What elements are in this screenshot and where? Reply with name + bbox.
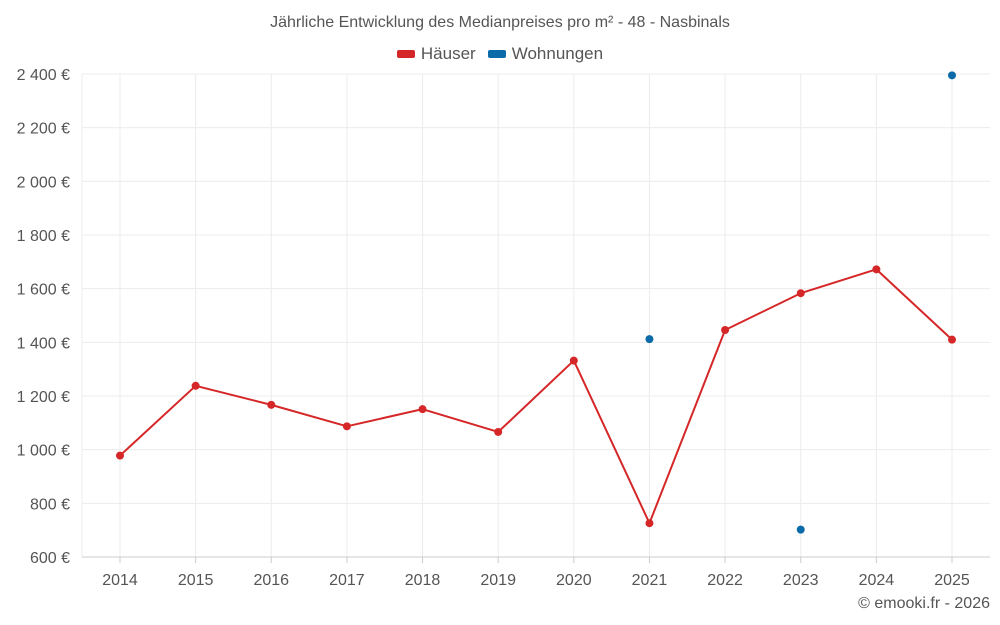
- data-point-haeuser[interactable]: [191, 381, 200, 390]
- legend-label-haeuser: Häuser: [420, 44, 476, 63]
- legend-swatch-haeuser: [396, 50, 415, 58]
- legend-item-wohnungen[interactable]: Wohnungen: [487, 44, 604, 64]
- data-point-haeuser[interactable]: [342, 422, 351, 431]
- y-tick-label: 1 000 €: [17, 443, 70, 460]
- y-tick-label: 2 400 €: [17, 67, 70, 84]
- legend-item-haeuser[interactable]: Häuser: [396, 44, 476, 64]
- legend-swatch-wohnungen: [487, 50, 506, 58]
- data-point-wohnungen[interactable]: [645, 335, 654, 344]
- data-point-haeuser[interactable]: [872, 265, 881, 274]
- x-tick-label: 2014: [102, 572, 138, 589]
- y-tick-label: 1 600 €: [17, 282, 70, 299]
- y-tick-label: 2 200 €: [17, 121, 70, 138]
- data-point-haeuser[interactable]: [267, 400, 276, 409]
- x-tick-label: 2020: [556, 572, 592, 589]
- y-tick-label: 1 200 €: [17, 389, 70, 406]
- y-tick-label: 1 400 €: [17, 335, 70, 352]
- data-point-haeuser[interactable]: [116, 451, 124, 460]
- y-tick-label: 600 €: [30, 550, 70, 567]
- credit-text: © emooki.fr - 2026: [858, 595, 990, 612]
- y-tick-label: 2 000 €: [17, 174, 70, 191]
- x-tick-label: 2017: [329, 572, 365, 589]
- data-point-haeuser[interactable]: [721, 325, 730, 334]
- chart-legend: Häuser Wohnungen: [0, 44, 1000, 64]
- x-tick-label: 2021: [632, 572, 668, 589]
- data-point-haeuser[interactable]: [494, 427, 503, 436]
- series-line-haeuser: [119, 268, 953, 525]
- data-point-wohnungen[interactable]: [948, 71, 956, 80]
- x-tick-label: 2018: [405, 572, 441, 589]
- data-point-haeuser[interactable]: [569, 356, 578, 365]
- x-tick-label: 2023: [783, 572, 819, 589]
- x-tick-label: 2025: [934, 572, 970, 589]
- data-point-haeuser[interactable]: [948, 335, 956, 344]
- x-tick-label: 2022: [707, 572, 743, 589]
- data-point-haeuser[interactable]: [418, 405, 427, 414]
- chart-title: Jährliche Entwicklung des Medianpreises …: [270, 14, 730, 31]
- y-tick-label: 800 €: [30, 496, 70, 513]
- x-tick-label: 2019: [480, 572, 516, 589]
- legend-label-wohnungen: Wohnungen: [511, 44, 604, 63]
- x-tick-label: 2015: [178, 572, 214, 589]
- data-point-haeuser[interactable]: [645, 519, 654, 528]
- data-point-wohnungen[interactable]: [796, 525, 805, 534]
- x-tick-label: 2016: [253, 572, 289, 589]
- x-tick-label: 2024: [859, 572, 895, 589]
- y-tick-label: 1 800 €: [17, 228, 70, 245]
- data-point-haeuser[interactable]: [796, 289, 805, 298]
